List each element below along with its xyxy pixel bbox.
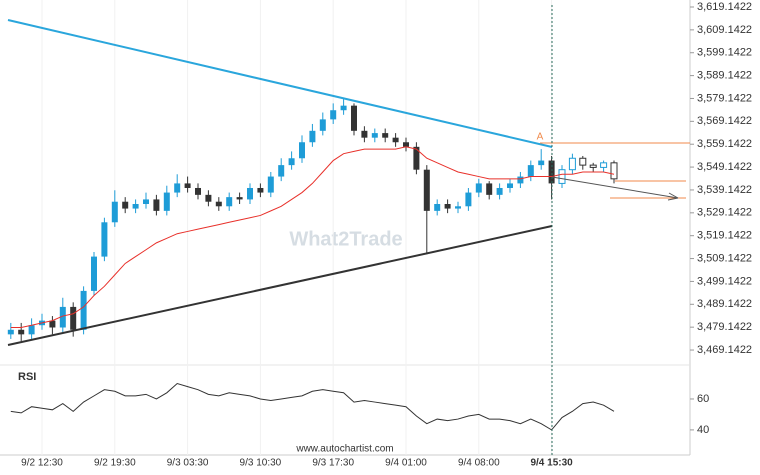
candle-body [455,206,461,209]
candle-body [538,160,545,166]
y-tick-label: 3,519.1422 [697,230,752,242]
candle-body [496,187,503,195]
x-tick-label: 9/4 15:30 [530,458,573,469]
candle-body [423,169,430,211]
candle-body [558,169,566,184]
x-tick-label: 9/3 17:30 [312,458,354,469]
y-tick-label: 3,479.1422 [697,321,752,333]
x-tick-label: 9/3 10:30 [240,458,282,469]
candle-body [610,162,618,180]
x-tick-label: 9/3 03:30 [167,458,209,469]
y-tick-label: 3,589.1422 [697,70,752,82]
candle-body [475,183,482,193]
candle-body [91,256,97,291]
candle-body [267,176,274,193]
candle-body [132,203,139,209]
candle-body [434,203,441,211]
candle-body [589,164,597,168]
rsi-line [10,382,615,431]
y-tick-label: 3,569.1422 [697,115,752,127]
candle-body [59,306,66,328]
y-tick-label: 3,509.1422 [697,252,752,264]
candle-body [465,192,472,207]
candle-body [403,142,409,147]
watermark: What2Trade [289,228,402,250]
resistance-line [7,19,553,148]
y-tick-label: 3,469.1422 [697,344,752,356]
x-tick-label: 9/2 19:30 [94,458,136,469]
candle-body [49,320,56,328]
candle-body [568,157,576,171]
rsi-label: RSI [18,371,36,383]
y-tick-label: 3,579.1422 [697,92,752,104]
y-tick-label: 3,549.1422 [697,161,752,173]
candle-body [319,119,326,131]
candle-body [101,222,108,257]
candle-body [70,306,77,330]
candle-body [527,165,534,177]
arrow-head [667,192,679,201]
x-tick-label: 9/4 01:00 [385,458,427,469]
rsi-tick-label: 40 [697,424,709,436]
candle-body [257,187,264,193]
candle-body [600,162,608,168]
support-line [7,225,553,346]
candle-body [351,105,357,131]
candle-body [382,133,389,138]
candle-body [236,197,243,200]
y-tick-label: 3,609.1422 [697,24,752,36]
y-tick-label: 3,559.1422 [697,138,752,150]
candle-body [278,165,285,177]
candle-body [195,187,201,195]
candle-body [507,183,513,188]
y-tick-label: 3,619.1422 [697,1,752,13]
candle-body [122,201,129,209]
candle-body [205,194,212,202]
candle-body [517,176,524,184]
forecast-arrow [551,176,679,199]
pattern-label: A [537,132,544,143]
candle-body [392,137,399,143]
candle-body [247,187,253,200]
candle-body [548,160,555,184]
candle-body [174,183,181,193]
candle-body [579,157,587,166]
y-tick-label: 3,529.1422 [697,207,752,219]
candle-body [7,329,14,335]
moving-average [10,146,615,328]
y-tick-label: 3,489.1422 [697,298,752,310]
y-tick-label: 3,599.1422 [697,47,752,59]
candle-body [299,142,305,159]
candle-body [330,110,337,120]
candle-body [226,197,233,207]
candle-body [111,201,118,223]
candle-body [309,130,316,143]
y-tick-label: 3,499.1422 [697,275,752,287]
candle-body [288,158,295,166]
candle-body [486,183,493,195]
rsi-tick-label: 60 [697,393,709,405]
candle-body [215,201,222,207]
source: www.autochartist.com [295,444,393,455]
candle-body [28,325,35,335]
y-tick-label: 3,539.1422 [697,184,752,196]
candle-body [143,199,149,204]
candle-body [444,203,451,209]
candle-body [18,329,25,335]
x-tick-label: 9/4 08:00 [458,458,500,469]
candle-body [163,192,170,211]
x-tick-label: 9/2 12:30 [21,458,63,469]
candle-body [80,290,87,330]
candle-body [153,199,160,211]
candle-body [413,146,420,170]
candle-body [361,130,368,138]
candle-body [184,183,191,188]
candle-body [340,105,347,111]
candle-body [371,133,378,138]
